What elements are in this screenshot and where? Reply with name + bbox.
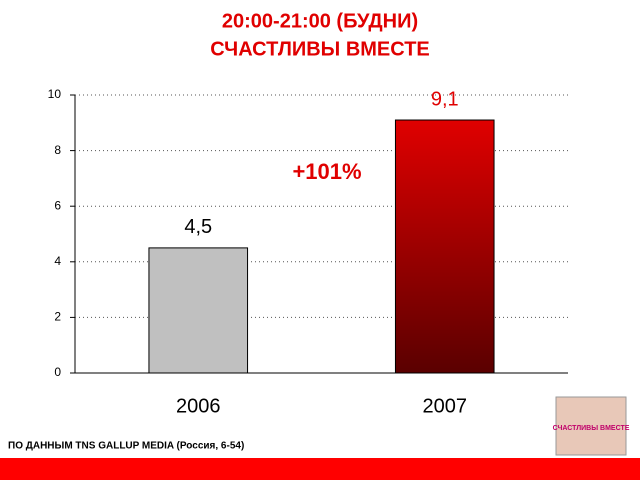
y-tick-label: 4: [54, 254, 61, 268]
y-tick-label: 2: [54, 310, 61, 324]
y-tick-label: 10: [48, 87, 62, 101]
value-label: 9,1: [431, 88, 459, 110]
bar: [148, 247, 249, 374]
bar: [394, 119, 495, 374]
annotation: +101%: [292, 159, 361, 184]
y-tick-label: 8: [54, 143, 61, 157]
chart-title: СЧАСТЛИВЫ ВМЕСТЕ: [210, 38, 430, 60]
value-label: 4,5: [184, 216, 212, 238]
x-tick-label: 2006: [176, 395, 221, 417]
x-tick-label: 2007: [423, 395, 468, 417]
poster: [555, 396, 627, 456]
chart-title: 20:00-21:00 (БУДНИ): [222, 10, 418, 32]
y-tick-label: 6: [54, 198, 61, 212]
footer-bar: [0, 458, 640, 480]
y-tick-label: 0: [54, 365, 61, 379]
source-note: ПО ДАННЫМ TNS GALLUP MEDIA (Россия, 6-54…: [8, 441, 244, 452]
poster-text: СЧАСТЛИВЫ ВМЕСТЕ: [553, 425, 630, 432]
